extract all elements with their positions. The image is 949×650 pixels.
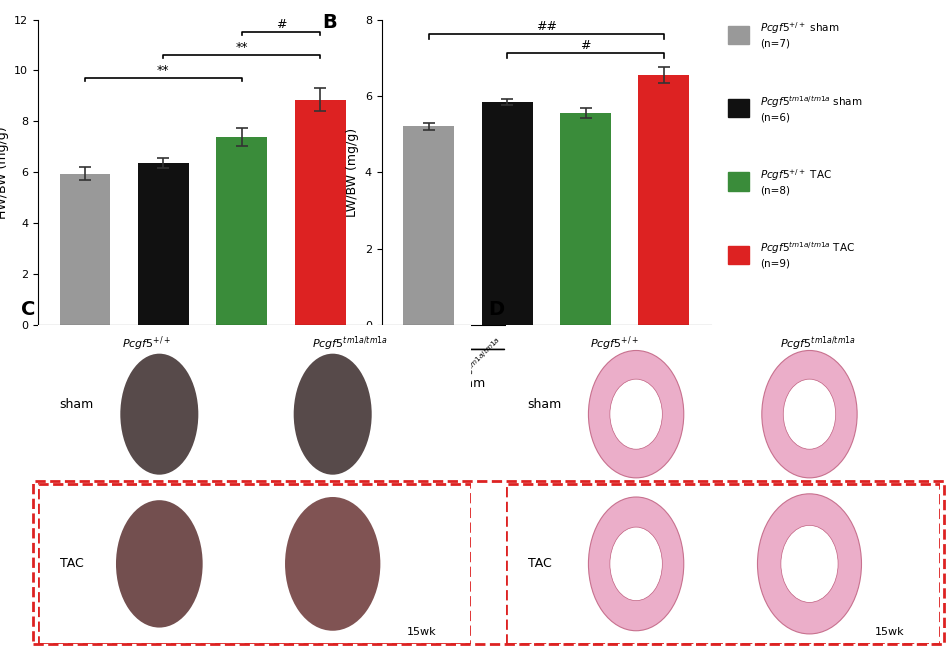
Bar [216,136,268,325]
Bar [482,101,532,325]
Bar [60,174,110,325]
Bar [728,172,749,190]
Text: #: # [580,40,591,53]
Text: 15wk: 15wk [875,627,904,637]
Text: ##: ## [536,20,557,33]
Ellipse shape [610,379,662,449]
Bar [728,246,749,264]
Text: (TAC): (TAC) [725,417,755,426]
Text: **: ** [158,64,170,77]
Text: $Pcgf5^{+/+}$ TAC
(n=8): $Pcgf5^{+/+}$ TAC (n=8) [760,167,832,196]
Text: sham: sham [528,398,562,411]
Text: TAC: TAC [270,377,293,390]
Ellipse shape [781,525,838,603]
Text: sham: sham [107,377,141,390]
Bar [38,484,472,644]
Ellipse shape [757,494,862,634]
Bar [506,484,940,644]
Bar [639,75,689,325]
Text: C: C [21,300,35,318]
Text: #$P$: $Pcgf5^{+/+}$ vs $Pcgf5^{tm1a/tm1a}$: #$P$: $Pcgf5^{+/+}$ vs $Pcgf5^{tm1a/tm1a… [725,380,894,398]
Bar [33,481,944,644]
Bar [506,484,940,644]
Bar [403,126,455,325]
Ellipse shape [588,350,684,478]
Text: $Pcgf5^{+/+}$ sham
(n=7): $Pcgf5^{+/+}$ sham (n=7) [760,21,839,49]
Ellipse shape [293,354,372,474]
Ellipse shape [121,354,198,474]
Text: sham: sham [451,377,485,390]
Bar [506,325,940,484]
Ellipse shape [783,379,836,449]
Y-axis label: LW/BW (mg/g): LW/BW (mg/g) [346,127,360,217]
Bar [38,484,472,644]
Bar [295,99,345,325]
Y-axis label: HW/BW (mg/g): HW/BW (mg/g) [0,126,9,218]
Bar [38,325,472,484]
Text: $Pcgf5^{tm1a/tm1a}$: $Pcgf5^{tm1a/tm1a}$ [780,335,856,353]
Bar [728,25,749,44]
Ellipse shape [116,500,203,628]
Bar [560,113,611,325]
Bar [138,163,189,325]
Ellipse shape [285,497,381,630]
Text: TAC: TAC [528,558,551,571]
Text: B: B [323,14,337,32]
Bar [728,99,749,117]
Text: $Pcgf5^{tm1a/tm1a}$ sham
(n=6): $Pcgf5^{tm1a/tm1a}$ sham (n=6) [760,94,863,122]
Text: $Pcgf5^{tm1a/tm1a}$ TAC
(n=9): $Pcgf5^{tm1a/tm1a}$ TAC (n=9) [760,240,855,269]
Ellipse shape [762,350,857,478]
Ellipse shape [610,527,662,601]
Text: TAC: TAC [613,377,637,390]
Text: sham: sham [60,398,94,411]
Text: **: ** [235,41,248,54]
Text: *$P$: sham vs TAC: *$P$: sham vs TAC [725,331,819,343]
Text: $Pcgf5^{+/+}$: $Pcgf5^{+/+}$ [589,335,639,353]
Text: $Pcgf5^{tm1a/tm1a}$: $Pcgf5^{tm1a/tm1a}$ [312,335,388,353]
Text: $Pcgf5^{+/+}$: $Pcgf5^{+/+}$ [121,335,171,353]
Text: #: # [276,18,287,31]
Text: TAC: TAC [60,558,84,571]
Text: D: D [489,300,505,318]
Text: 15wk: 15wk [407,627,437,637]
Ellipse shape [588,497,684,630]
